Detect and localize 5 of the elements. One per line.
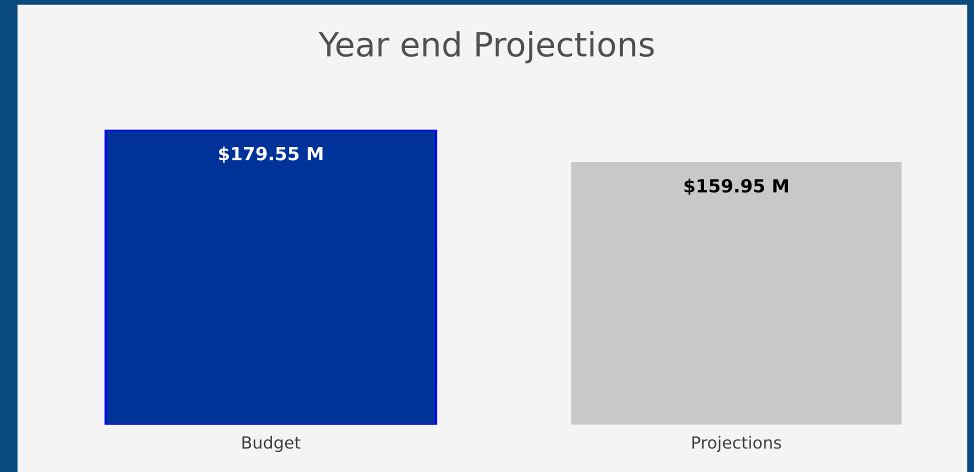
chart-title: Year end Projections [318,31,654,64]
data-label: $179.55 M [219,146,322,163]
data-label: $159.95 M [684,178,788,196]
x-tick-label: Budget [242,436,300,452]
x-tick-label: Projections [692,436,782,452]
